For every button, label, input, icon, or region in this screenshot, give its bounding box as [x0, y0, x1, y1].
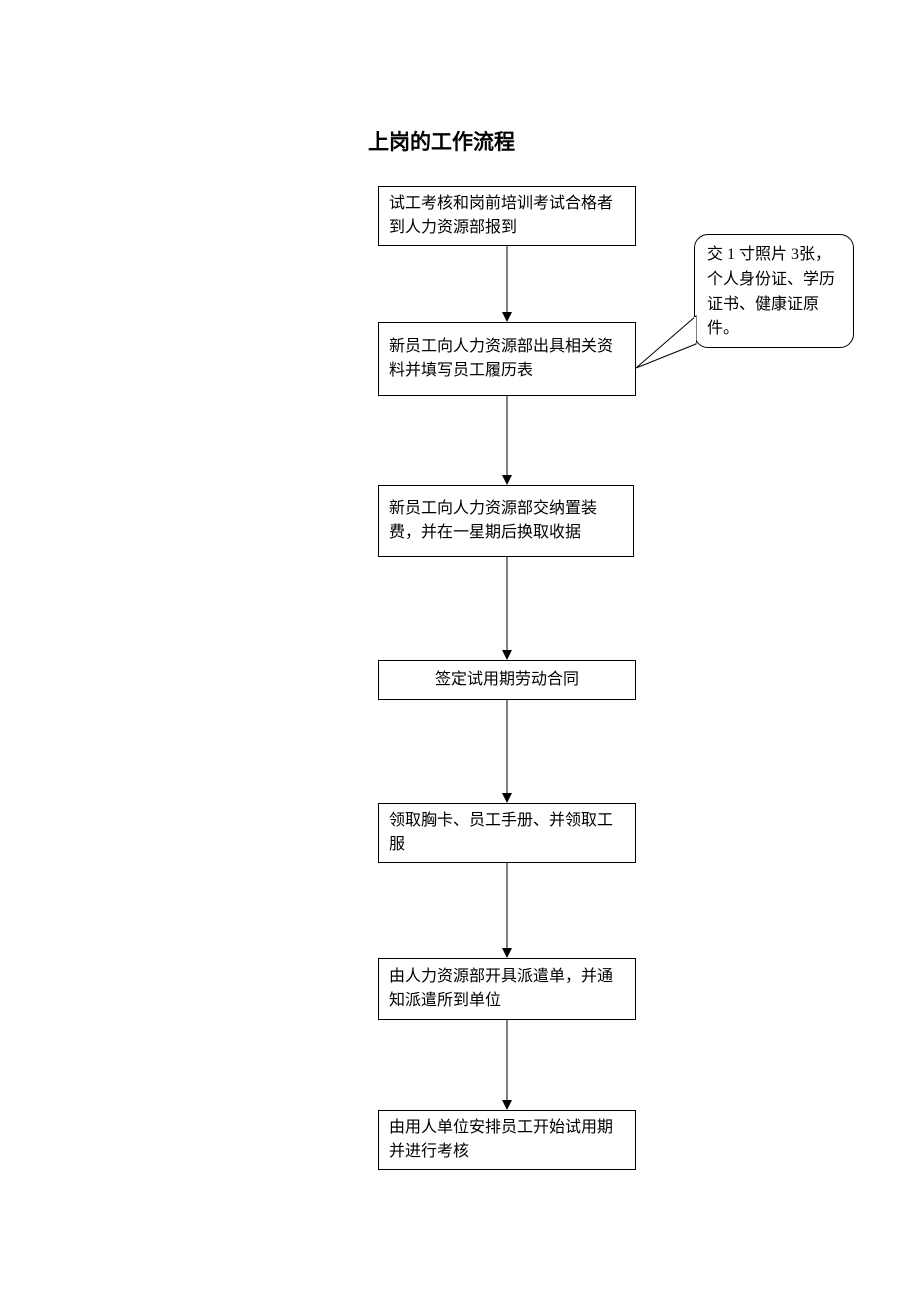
flow-node-5-label: 领取胸卡、员工手册、并领取工服: [389, 809, 625, 857]
flow-node-4-label: 签定试用期劳动合同: [435, 668, 579, 692]
callout-note: 交 1 寸照片 3张，个人身份证、学历证书、健康证原件。: [694, 234, 854, 348]
flow-node-3-label: 新员工向人力资源部交纳置装费，并在一星期后换取收据: [389, 497, 623, 545]
flow-node-5: 领取胸卡、员工手册、并领取工服: [378, 803, 636, 863]
flow-node-1: 试工考核和岗前培训考试合格者到人力资源部报到: [378, 186, 636, 246]
flow-node-2: 新员工向人力资源部出具相关资料并填写员工履历表: [378, 322, 636, 396]
flow-node-3: 新员工向人力资源部交纳置装费，并在一星期后换取收据: [378, 485, 634, 557]
diagram-title: 上岗的工作流程: [368, 126, 515, 156]
callout-note-label: 交 1 寸照片 3张，个人身份证、学历证书、健康证原件。: [707, 246, 835, 337]
flow-node-6-label: 由人力资源部开具派遣单，并通知派遣所到单位: [389, 965, 625, 1013]
flow-node-6: 由人力资源部开具派遣单，并通知派遣所到单位: [378, 958, 636, 1020]
flow-node-1-label: 试工考核和岗前培训考试合格者到人力资源部报到: [389, 192, 625, 240]
flow-node-7-label: 由用人单位安排员工开始试用期并进行考核: [389, 1116, 625, 1164]
flow-node-2-label: 新员工向人力资源部出具相关资料并填写员工履历表: [389, 335, 625, 383]
flow-node-7: 由用人单位安排员工开始试用期并进行考核: [378, 1110, 636, 1170]
callout-tail: [636, 316, 696, 368]
flowchart-canvas: 上岗的工作流程 试工考核和岗前培训考试合格者到人力资源部报到 新员工向人力资源部…: [0, 0, 920, 1302]
flow-node-4: 签定试用期劳动合同: [378, 660, 636, 700]
